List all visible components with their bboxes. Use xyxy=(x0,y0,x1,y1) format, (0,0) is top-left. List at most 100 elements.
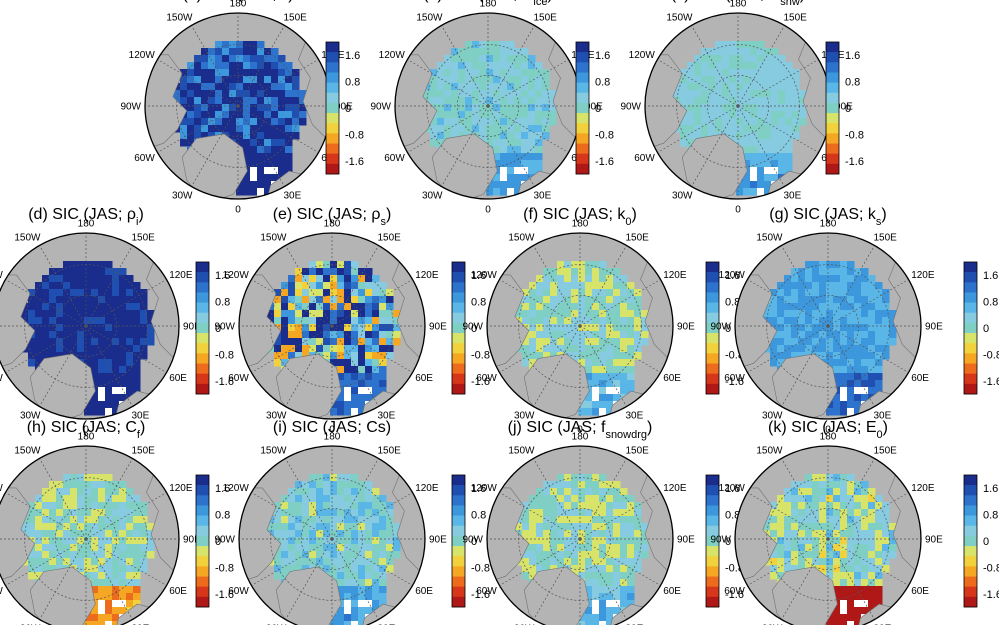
sic-cell xyxy=(861,523,869,531)
sic-cell xyxy=(271,111,279,119)
sic-cell xyxy=(847,474,855,482)
sic-cell xyxy=(694,62,702,70)
sic-cell xyxy=(715,97,723,105)
sic-cell xyxy=(257,69,265,77)
sic-cell xyxy=(708,118,716,126)
sic-cell xyxy=(42,296,50,304)
sic-cell xyxy=(337,544,345,552)
sic-cell xyxy=(507,160,515,168)
sic-cell xyxy=(599,268,607,276)
sic-cell xyxy=(98,387,106,395)
sic-cell xyxy=(35,558,43,566)
sic-cell xyxy=(536,530,544,538)
sic-cell xyxy=(309,481,317,489)
sic-cell xyxy=(302,516,310,524)
sic-cell xyxy=(302,324,310,332)
sic-cell xyxy=(451,104,459,112)
longitude-label: 120E xyxy=(663,483,687,494)
sic-cell xyxy=(35,324,43,332)
colorbar-swatch xyxy=(326,82,339,94)
meridian-line xyxy=(533,325,581,407)
sic-cell xyxy=(507,104,515,112)
sic-cell xyxy=(337,408,345,416)
colorbar-tick-label: -0.8 xyxy=(471,349,490,361)
sic-cell xyxy=(833,401,841,409)
colorbar-swatch xyxy=(706,566,719,577)
sic-cell xyxy=(507,139,515,147)
sic-cell xyxy=(309,558,317,566)
sic-cell xyxy=(812,268,820,276)
sic-cell xyxy=(550,282,558,290)
meridian-line xyxy=(191,25,239,107)
sic-cell xyxy=(35,530,43,538)
sic-cell xyxy=(458,97,466,105)
sic-cell xyxy=(528,167,536,175)
sic-cell xyxy=(105,495,113,503)
colorbar-swatch xyxy=(452,312,465,324)
colorbar-swatch xyxy=(964,495,977,506)
sic-cell xyxy=(208,90,216,98)
colorbar: 1.60.80-0.8-1.6 xyxy=(705,474,744,608)
sic-cell xyxy=(791,558,799,566)
sic-cell xyxy=(701,48,709,56)
sic-cell xyxy=(77,495,85,503)
sic-cell xyxy=(620,586,628,594)
sic-cell xyxy=(119,495,127,503)
sic-cell xyxy=(250,181,258,189)
sic-cell xyxy=(770,509,778,517)
sic-cell xyxy=(826,495,834,503)
latitude-circle xyxy=(796,507,860,571)
sic-cell xyxy=(372,523,380,531)
sic-cell xyxy=(140,310,148,318)
sic-cell xyxy=(826,324,834,332)
sic-cell xyxy=(379,509,387,517)
sic-cell xyxy=(680,83,688,91)
sic-cell xyxy=(542,83,550,91)
sic-cell xyxy=(799,90,807,98)
sic-cell xyxy=(250,48,258,56)
sic-cell xyxy=(84,516,92,524)
sic-cell xyxy=(147,537,155,545)
sic-cell xyxy=(564,310,572,318)
sic-cell xyxy=(133,523,141,531)
sic-cell xyxy=(861,324,869,332)
map-boundary xyxy=(238,445,426,625)
sic-cell xyxy=(49,310,57,318)
sic-cell xyxy=(358,345,366,353)
sic-cell xyxy=(133,387,141,395)
sic-cell xyxy=(126,586,134,594)
sic-cell xyxy=(372,352,380,360)
sic-cell xyxy=(777,530,785,538)
sic-cell xyxy=(84,481,92,489)
sic-cell xyxy=(592,558,600,566)
meridian-line xyxy=(237,59,319,107)
colorbar-swatch xyxy=(452,302,465,314)
sic-cell xyxy=(323,268,331,276)
sic-cell xyxy=(285,83,293,91)
sic-cell xyxy=(875,537,883,545)
sic-cell xyxy=(292,125,300,133)
colorbar-swatch xyxy=(706,515,719,527)
sic-cell xyxy=(578,310,586,318)
sic-cell xyxy=(514,167,522,175)
sic-cell xyxy=(620,331,628,339)
sic-cell xyxy=(750,153,758,161)
colorbar-swatch xyxy=(196,272,209,283)
sic-cell xyxy=(126,345,134,353)
sic-cell xyxy=(42,488,50,496)
sic-cell xyxy=(571,481,579,489)
sic-cell xyxy=(875,551,883,559)
sic-cell xyxy=(119,387,127,395)
sic-cell xyxy=(722,48,730,56)
sic-cell xyxy=(778,62,786,70)
sic-cell xyxy=(770,523,778,531)
sic-cell xyxy=(379,331,387,339)
sic-cell xyxy=(351,537,359,545)
sic-cell xyxy=(592,338,600,346)
sic-cell xyxy=(578,495,586,503)
sic-cell xyxy=(295,565,303,573)
sic-cell xyxy=(833,495,841,503)
sic-cell xyxy=(119,502,127,510)
sic-cell xyxy=(536,523,544,531)
sic-cell xyxy=(592,523,600,531)
